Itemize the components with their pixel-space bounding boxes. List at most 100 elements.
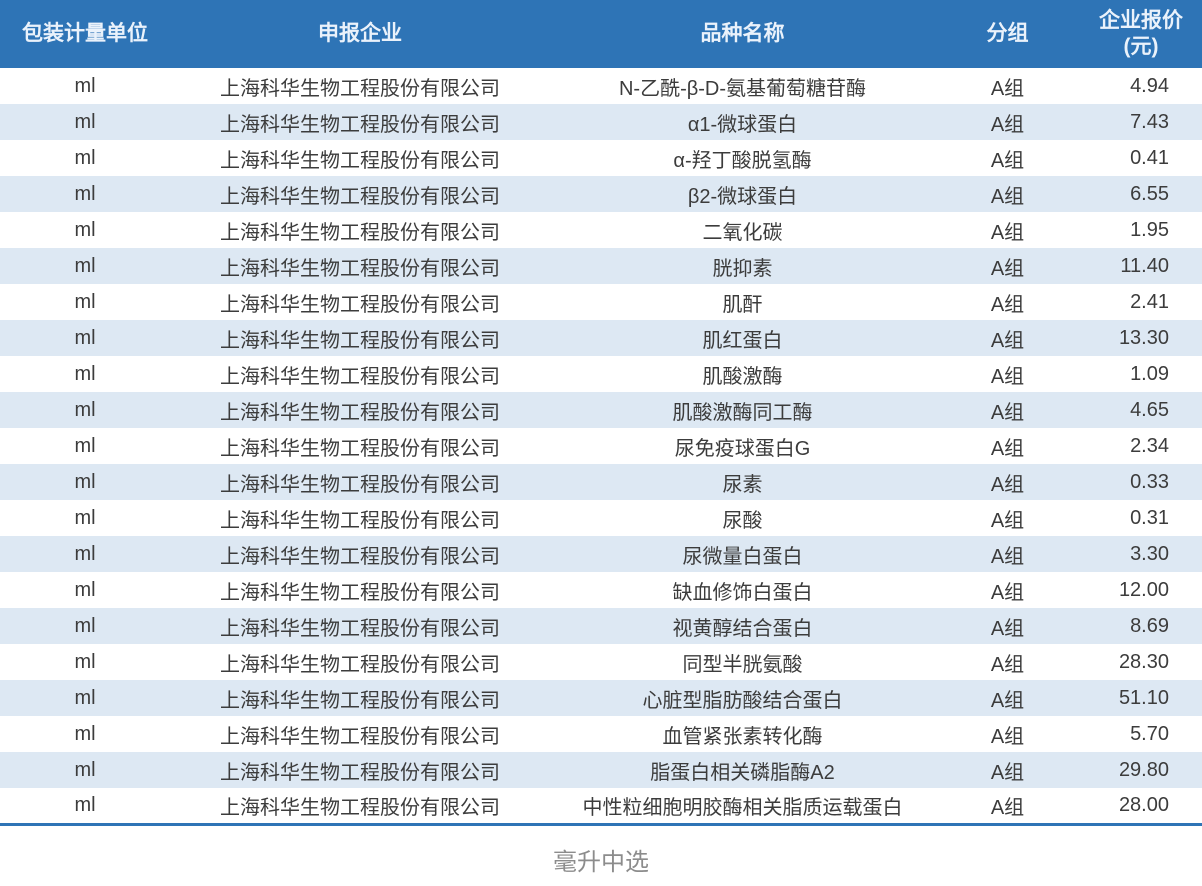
col-header-group: 分组 <box>935 0 1080 68</box>
cell-product: 尿素 <box>550 464 935 500</box>
cell-price: 4.94 <box>1130 74 1169 97</box>
cell-price: 8.69 <box>1080 608 1202 644</box>
cell-unit: ml <box>74 722 96 745</box>
cell-group: A组 <box>990 437 1025 460</box>
cell-company: 上海科华生物工程股份有限公司 <box>170 680 550 716</box>
cell-price: 3.30 <box>1080 536 1202 572</box>
cell-price: 1.95 <box>1130 218 1169 241</box>
cell-price: 28.00 <box>1118 793 1169 816</box>
cell-group: A组 <box>935 752 1080 788</box>
cell-product: 缺血修饰白蛋白 <box>672 581 813 604</box>
cell-company: 上海科华生物工程股份有限公司 <box>220 77 500 100</box>
cell-product: 肌酐 <box>722 293 763 316</box>
cell-product: α-羟丁酸脱氢酶 <box>673 149 812 172</box>
cell-group: A组 <box>935 104 1080 140</box>
cell-company: 上海科华生物工程股份有限公司 <box>170 248 550 284</box>
cell-unit: ml <box>74 74 96 97</box>
cell-product: 脂蛋白相关磷脂酶A2 <box>550 752 935 788</box>
cell-price: 5.70 <box>1130 722 1169 745</box>
cell-price: 7.43 <box>1080 104 1202 140</box>
cell-group: A组 <box>935 176 1080 212</box>
cell-company: 上海科华生物工程股份有限公司 <box>220 725 500 748</box>
cell-product: N-乙酰-β-D-氨基葡萄糖苷酶 <box>618 77 867 100</box>
cell-unit: ml <box>74 578 96 601</box>
cell-unit: ml <box>74 434 96 457</box>
cell-group: A组 <box>935 392 1080 428</box>
cell-unit: ml <box>0 248 170 284</box>
table-row: ml 上海科华生物工程股份有限公司 尿微量白蛋白 A组 3.30 <box>0 536 1202 572</box>
table-row: ml 上海科华生物工程股份有限公司 中性粒细胞明胶酶相关脂质运载蛋白 A组 28.00 <box>0 788 1202 824</box>
cell-unit: ml <box>74 218 96 241</box>
cell-group: A组 <box>990 77 1025 100</box>
cell-product: α1-微球蛋白 <box>550 104 935 140</box>
cell-company: 上海科华生物工程股份有限公司 <box>170 608 550 644</box>
table-row: ml 上海科华生物工程股份有限公司 血管紧张素转化酶 A组 5.70 <box>0 716 1202 752</box>
cell-company: 上海科华生物工程股份有限公司 <box>170 320 550 356</box>
cell-product: 肌酸激酶 <box>702 365 783 388</box>
cell-price: 51.10 <box>1080 680 1202 716</box>
table-body: ml 上海科华生物工程股份有限公司 N-乙酰-β-D-氨基葡萄糖苷酶 A组 4.94 ml… <box>0 68 1202 824</box>
cell-unit: ml <box>0 176 170 212</box>
cell-group: A组 <box>990 725 1025 748</box>
cell-group: A组 <box>935 608 1080 644</box>
col-header-price: 企业报价 (元) <box>1080 0 1202 68</box>
cell-group: A组 <box>990 365 1025 388</box>
cell-price: 0.31 <box>1130 506 1169 529</box>
cell-product: 尿酸 <box>722 509 763 532</box>
table-row: ml 上海科华生物工程股份有限公司 脂蛋白相关磷脂酶A2 A组 29.80 <box>0 752 1202 788</box>
cell-group: A组 <box>935 536 1080 572</box>
cell-company: 上海科华生物工程股份有限公司 <box>220 293 500 316</box>
cell-price: 0.41 <box>1130 146 1169 169</box>
cell-price: 2.34 <box>1130 434 1169 457</box>
table-row: ml 上海科华生物工程股份有限公司 同型半胱氨酸 A组 28.30 <box>0 644 1202 680</box>
price-header-line1: 企业报价 <box>1099 8 1183 32</box>
cell-group: A组 <box>935 464 1080 500</box>
cell-group: A组 <box>990 653 1025 676</box>
cell-company: 上海科华生物工程股份有限公司 <box>220 221 500 244</box>
table-row: ml 上海科华生物工程股份有限公司 尿酸 A组 0.31 <box>0 500 1202 536</box>
cell-company: 上海科华生物工程股份有限公司 <box>170 104 550 140</box>
table-row: ml 上海科华生物工程股份有限公司 视黄醇结合蛋白 A组 8.69 <box>0 608 1202 644</box>
cell-price: 29.80 <box>1080 752 1202 788</box>
cell-group: A组 <box>935 680 1080 716</box>
table-row: ml 上海科华生物工程股份有限公司 尿免疫球蛋白G A组 2.34 <box>0 428 1202 464</box>
cell-company: 上海科华生物工程股份有限公司 <box>220 437 500 460</box>
cell-unit: ml <box>0 320 170 356</box>
table-row: ml 上海科华生物工程股份有限公司 心脏型脂肪酸结合蛋白 A组 51.10 <box>0 680 1202 716</box>
cell-unit: ml <box>74 793 96 816</box>
col-header-company: 申报企业 <box>170 0 550 68</box>
cell-unit: ml <box>0 608 170 644</box>
table-header: 包装计量单位 申报企业 品种名称 分组 企业报价 (元) <box>0 0 1202 68</box>
cell-unit: ml <box>74 146 96 169</box>
cell-price: 1.09 <box>1130 362 1169 385</box>
cell-unit: ml <box>0 680 170 716</box>
cell-price: 11.40 <box>1080 248 1202 284</box>
table-row: ml 上海科华生物工程股份有限公司 尿素 A组 0.33 <box>0 464 1202 500</box>
cell-price: 4.65 <box>1080 392 1202 428</box>
col-header-product: 品种名称 <box>550 0 935 68</box>
cell-company: 上海科华生物工程股份有限公司 <box>170 536 550 572</box>
cell-group: A组 <box>990 581 1025 604</box>
cell-price: 6.55 <box>1080 176 1202 212</box>
table-row: ml 上海科华生物工程股份有限公司 α-羟丁酸脱氢酶 A组 0.41 <box>0 140 1202 176</box>
bid-price-table: 包装计量单位 申报企业 品种名称 分组 企业报价 (元) ml 上海科华生物工程股… <box>0 0 1202 826</box>
table-caption: 毫升中选 <box>553 848 649 876</box>
cell-product: 肌红蛋白 <box>550 320 935 356</box>
cell-unit: ml <box>0 752 170 788</box>
cell-company: 上海科华生物工程股份有限公司 <box>220 365 500 388</box>
cell-company: 上海科华生物工程股份有限公司 <box>170 392 550 428</box>
cell-company: 上海科华生物工程股份有限公司 <box>170 176 550 212</box>
cell-company: 上海科华生物工程股份有限公司 <box>170 752 550 788</box>
table-row: ml 上海科华生物工程股份有限公司 肌酸激酶 A组 1.09 <box>0 356 1202 392</box>
table-row: ml 上海科华生物工程股份有限公司 肌酸激酶同工酶 A组 4.65 <box>0 392 1202 428</box>
cell-product: 肌酸激酶同工酶 <box>550 392 935 428</box>
cell-company: 上海科华生物工程股份有限公司 <box>220 581 500 604</box>
cell-group: A组 <box>990 221 1025 244</box>
price-header-line2: (元) <box>1123 35 1159 58</box>
cell-product: β2-微球蛋白 <box>550 176 935 212</box>
cell-company: 上海科华生物工程股份有限公司 <box>220 149 500 172</box>
cell-product: 中性粒细胞明胶酶相关脂质运载蛋白 <box>582 796 903 819</box>
cell-product: 血管紧张素转化酶 <box>662 725 823 748</box>
cell-company: 上海科华生物工程股份有限公司 <box>220 509 500 532</box>
